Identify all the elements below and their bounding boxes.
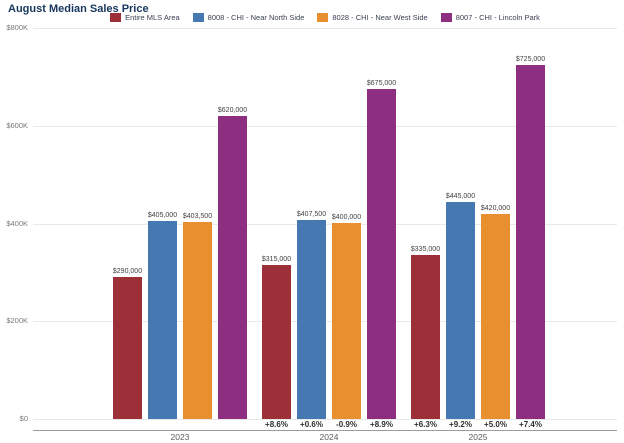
bar-2024-series-1	[262, 265, 291, 419]
bar-value-label: $400,000	[331, 214, 362, 221]
bar-value-label: $675,000	[366, 80, 397, 87]
bar-2023-series-4	[218, 116, 247, 419]
bar-2023-series-2	[148, 221, 177, 419]
percent-change-label: +6.3%	[414, 420, 437, 429]
bar-2024-series-3	[332, 223, 361, 419]
chart-title: August Median Sales Price	[8, 3, 149, 15]
bar-2025-series-2	[446, 202, 475, 419]
legend-label: 8008 - CHI - Near North Side	[207, 12, 305, 22]
legend-item-4[interactable]: 8007 - CHI - Lincoln Park	[440, 12, 540, 22]
x-axis-category-label: 2025	[468, 432, 488, 442]
bar-value-label: $335,000	[410, 246, 441, 253]
plot-area: $290,000 $405,000 $403,500 $620,000 $315,000…	[33, 28, 617, 420]
legend-swatch-icon	[110, 12, 122, 22]
y-axis-tick-label: $400K	[6, 219, 28, 228]
bar-2023-series-3	[183, 222, 212, 419]
legend-item-2[interactable]: 8008 - CHI - Near North Side	[192, 12, 305, 22]
gridline	[33, 28, 617, 29]
gridline	[33, 419, 617, 420]
bar-2025-series-4	[516, 65, 545, 419]
legend: Entire MLS Area 8008 - CHI - Near North S…	[33, 11, 617, 23]
legend-item-1[interactable]: Entire MLS Area	[110, 12, 180, 22]
bar-value-label: $290,000	[112, 268, 143, 275]
legend-swatch-icon	[440, 12, 452, 22]
percent-change-label: +0.6%	[300, 420, 323, 429]
x-axis-labels: 2023 2024 2025	[0, 432, 624, 443]
legend-label: 8007 - CHI - Lincoln Park	[455, 12, 540, 22]
bar-2024-series-4	[367, 89, 396, 419]
percent-change-label: +7.4%	[519, 420, 542, 429]
legend-swatch-icon	[192, 12, 204, 22]
y-axis-tick-label: $0	[19, 414, 28, 423]
bar-value-label: $407,500	[296, 211, 327, 218]
percent-change-label: +8.9%	[370, 420, 393, 429]
bar-2025-series-3	[481, 214, 510, 419]
x-axis-category-label: 2024	[319, 432, 339, 442]
bar-2024-series-2	[297, 220, 326, 419]
legend-label: Entire MLS Area	[125, 12, 180, 22]
percent-change-label: +8.6%	[265, 420, 288, 429]
x-axis-line	[33, 430, 617, 431]
percent-change-row: +8.6% +0.6% -0.9% +8.9% +6.3% +9.2% +5.0% +7.4%	[0, 420, 624, 430]
y-axis-tick-label: $600K	[6, 121, 28, 130]
legend-label: 8028 - CHI - Near West Side	[332, 12, 428, 22]
bar-value-label: $405,000	[147, 212, 178, 219]
percent-change-label: -0.9%	[336, 420, 357, 429]
bar-value-label: $725,000	[515, 56, 546, 63]
y-axis-tick-label: $800K	[6, 23, 28, 32]
x-axis-category-label: 2023	[170, 432, 190, 442]
bar-2025-series-1	[411, 255, 440, 419]
bar-value-label: $445,000	[445, 193, 476, 200]
legend-item-3[interactable]: 8028 - CHI - Near West Side	[317, 12, 428, 22]
bar-value-label: $315,000	[261, 256, 292, 263]
bar-value-label: $403,500	[182, 213, 213, 220]
bar-value-label: $420,000	[480, 205, 511, 212]
bar-2023-series-1	[113, 277, 142, 419]
y-axis-tick-label: $200K	[6, 316, 28, 325]
gridline	[33, 126, 617, 127]
percent-change-label: +9.2%	[449, 420, 472, 429]
bar-value-label: $620,000	[217, 107, 248, 114]
percent-change-label: +5.0%	[484, 420, 507, 429]
legend-swatch-icon	[317, 12, 329, 22]
